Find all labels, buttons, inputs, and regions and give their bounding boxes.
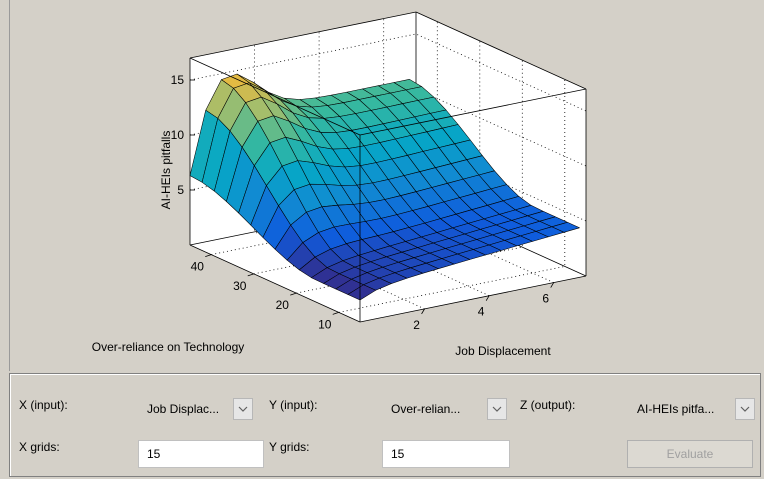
box-edge [189,11,417,59]
x-grids-label: X grids: [19,440,60,454]
y-grids-input[interactable] [382,440,510,468]
y-tick [247,273,254,277]
control-panel: X (input): Job Displac... Y (input): Ove… [9,373,761,477]
z-output-select[interactable]: AI-HEIs pitfa... [628,394,758,424]
z-tick-label: 5 [177,183,184,197]
x-tick [421,308,425,315]
y-tick [205,254,212,258]
x-input-value: Job Displac... [147,402,220,416]
plot-area[interactable]: 2 4 6 10 20 30 40 5 10 15 AI-HEIs pitfalls Over-r… [9,0,764,371]
x-tick-label: 2 [413,318,420,332]
surface-patch [347,284,376,301]
box-edge [415,11,587,90]
y-axis-label: Over-reliance on Technology [92,340,245,354]
x-tick-label: 4 [478,305,485,319]
y-input-select[interactable]: Over-relian... [382,394,510,424]
box-edge [189,244,361,323]
x-axis-label: Job Displacement [455,344,551,358]
chevron-down-icon[interactable] [487,398,507,420]
x-grids-input[interactable] [138,440,264,468]
x-tick [550,282,555,288]
y-tick-label: 10 [318,317,332,331]
y-tick [332,311,339,315]
surface-plot[interactable]: 2 4 6 10 20 30 40 5 10 15 AI-HEIs pitfalls Over-r… [10,0,764,371]
box-edge [359,275,587,323]
z-output-label: Z (output): [520,398,576,412]
chevron-down-icon[interactable] [233,398,253,420]
chevron-down-icon[interactable] [735,398,755,420]
z-output-value: AI-HEIs pitfa... [637,402,715,416]
y-tick-label: 40 [191,260,205,274]
z-grid-line [189,33,587,112]
evaluate-button[interactable]: Evaluate [627,440,753,468]
z-tick-label: 10 [171,128,185,142]
y-grids-label: Y grids: [269,440,310,454]
box-edge [189,57,361,136]
z-tick-label: 15 [171,73,185,87]
box-edge [359,88,587,136]
y-tick-label: 20 [276,298,290,312]
x-input-select[interactable]: Job Displac... [138,394,256,424]
y-input-value: Over-relian... [391,402,461,416]
y-tick-label: 30 [233,279,247,293]
y-tick [290,292,297,296]
x-input-label: X (input): [19,398,68,412]
x-tick-label: 6 [542,292,549,306]
z-axis-label: AI-HEIs pitfalls [159,131,173,210]
y-input-label: Y (input): [269,398,318,412]
y-grid-line [338,79,566,313]
x-tick [485,295,490,301]
